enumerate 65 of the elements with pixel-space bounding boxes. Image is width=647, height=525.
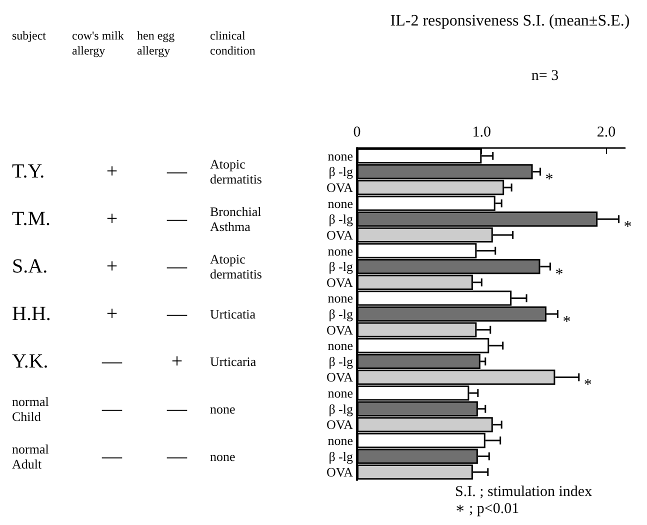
y-tick-label: none — [328, 338, 354, 354]
y-tick-label: none — [328, 386, 354, 401]
text: Urticaria — [210, 354, 256, 369]
chart-title: IL-2 responsiveness S.I. (mean±S.E.) — [390, 12, 630, 30]
data-label: * — [624, 218, 632, 236]
text: hen egg allergy — [137, 28, 175, 58]
text: n= 3 — [531, 68, 559, 84]
y-tick-label: β -lg — [328, 401, 354, 416]
text: Atopic dermatitis — [210, 156, 262, 187]
text: Y.K. — [12, 350, 48, 372]
text: + — [106, 256, 118, 278]
text: — — [101, 398, 123, 420]
text: ∗ ; p<0.01 — [455, 501, 520, 517]
text: — — [166, 303, 188, 325]
text: none — [210, 448, 236, 464]
y-tick-label: OVA — [326, 370, 354, 385]
text: normal Child — [12, 394, 50, 424]
y-tick-label: OVA — [326, 227, 354, 242]
y-tick-label: β -lg — [328, 448, 354, 464]
y-tick-label: OVA — [326, 322, 354, 338]
text: — — [166, 445, 188, 468]
y-tick-label: OVA — [326, 464, 354, 480]
y-tick-label: β -lg — [328, 212, 354, 227]
text: cow's milk allergy — [72, 28, 124, 58]
x-tick-label: 1.0 — [472, 124, 492, 140]
text: + — [171, 350, 183, 372]
text: T.Y. — [12, 160, 45, 183]
y-tick-label: none — [328, 243, 354, 258]
data-label: * — [562, 314, 571, 330]
y-tick-label: OVA — [326, 274, 354, 290]
y-tick-label: none — [328, 148, 354, 164]
text: + — [106, 303, 118, 325]
y-tick-label: OVA — [326, 180, 354, 196]
y-tick-label: none — [328, 290, 354, 306]
text: — — [166, 256, 188, 278]
y-tick-label: β -lg — [328, 259, 354, 274]
text: clinical condition — [210, 28, 256, 58]
y-tick-label: β -lg — [328, 354, 354, 369]
text: Atopic dermatitis — [210, 252, 262, 282]
text: — — [166, 398, 188, 420]
text: subject — [12, 28, 47, 42]
x-tick-label: 0 — [353, 124, 361, 140]
y-tick-label: β -lg — [328, 164, 354, 180]
text: S.I. ; stimulation index — [455, 484, 593, 500]
text: T.M. — [12, 208, 51, 230]
text: Urticatia — [210, 306, 256, 322]
y-tick-label: none — [328, 196, 354, 211]
y-tick-label: β -lg — [328, 306, 354, 322]
x-tick-label: 2.0 — [596, 124, 616, 140]
text: Bronchial Asthma — [210, 204, 262, 234]
text: + — [106, 160, 118, 183]
text: — — [166, 160, 188, 183]
y-tick-label: none — [328, 432, 354, 448]
text: normal Adult — [12, 441, 50, 472]
text: H.H. — [12, 303, 51, 325]
data-label: * — [545, 171, 554, 188]
text: + — [106, 208, 118, 230]
text: — — [101, 445, 123, 468]
data-label: * — [584, 376, 592, 394]
text: none — [210, 401, 236, 416]
text: — — [166, 208, 188, 230]
data-label: * — [555, 266, 564, 284]
text: — — [101, 350, 123, 372]
text: S.A. — [12, 256, 48, 278]
y-tick-label: OVA — [326, 417, 354, 432]
